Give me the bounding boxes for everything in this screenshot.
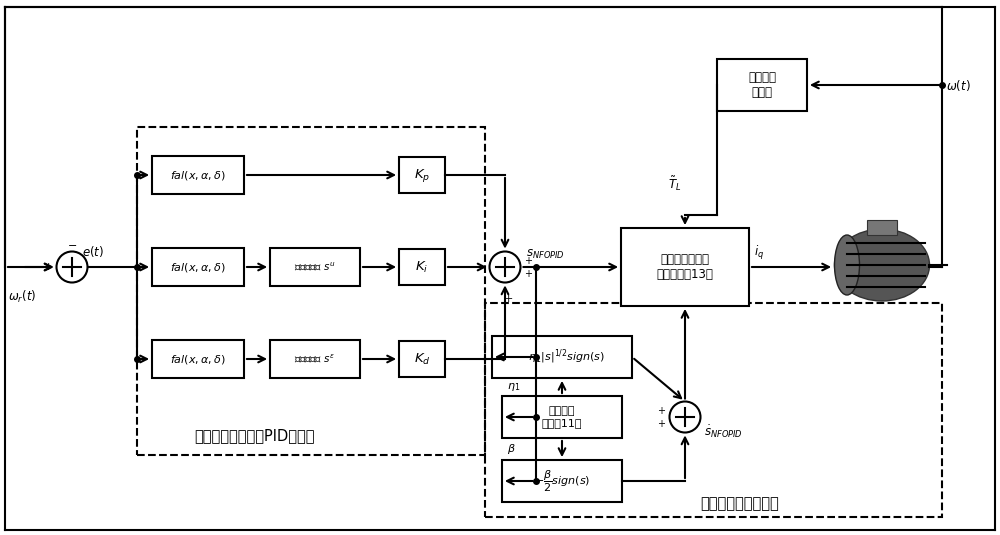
Text: $K_p$: $K_p$ [414,166,430,184]
FancyBboxPatch shape [270,248,360,286]
FancyBboxPatch shape [399,249,445,285]
FancyBboxPatch shape [867,220,897,235]
Text: $+$: $+$ [524,268,533,279]
FancyBboxPatch shape [152,156,244,194]
Circle shape [670,401,700,432]
Text: $K_i$: $K_i$ [415,259,429,274]
FancyBboxPatch shape [152,248,244,286]
Text: $-\eta_1|s|^{1/2}sign(s)$: $-\eta_1|s|^{1/2}sign(s)$ [519,348,605,366]
Ellipse shape [834,235,860,295]
Text: 扩展状态
观测器: 扩展状态 观测器 [748,71,776,99]
FancyBboxPatch shape [399,341,445,377]
Text: $e(t)$: $e(t)$ [82,244,104,259]
Text: 滑模转速控制器
方程（公式13）: 滑模转速控制器 方程（公式13） [657,253,713,281]
Text: $s_{NFOPID}$: $s_{NFOPID}$ [526,248,564,261]
Ellipse shape [834,229,930,301]
Circle shape [56,251,88,282]
FancyBboxPatch shape [270,340,360,378]
Text: $\dot{s}_{NFOPID}$: $\dot{s}_{NFOPID}$ [704,424,743,440]
FancyBboxPatch shape [502,460,622,502]
Text: $K_d$: $K_d$ [414,351,430,366]
Text: $-$: $-$ [67,240,77,249]
Text: $i_q$: $i_q$ [754,244,764,262]
Text: 分数阶积分$\ s^u$: 分数阶积分$\ s^u$ [294,261,336,273]
FancyBboxPatch shape [399,157,445,193]
Text: $-\dfrac{\beta}{2}sign(s)$: $-\dfrac{\beta}{2}sign(s)$ [534,468,590,494]
Text: $+$: $+$ [657,406,666,416]
Text: $+$: $+$ [657,418,666,429]
Text: $+$: $+$ [524,255,533,266]
FancyBboxPatch shape [717,59,807,111]
Text: $fal(x,\alpha,\delta)$: $fal(x,\alpha,\delta)$ [170,261,226,273]
Text: 分数阶微分$\ s^\varepsilon$: 分数阶微分$\ s^\varepsilon$ [294,353,336,365]
FancyBboxPatch shape [492,336,632,378]
Text: 自适应超螺旋趋近律: 自适应超螺旋趋近律 [701,496,779,511]
Text: 新型非线性分数阶PID滑模面: 新型非线性分数阶PID滑模面 [195,428,315,443]
Circle shape [490,251,520,282]
Text: $\eta_1$: $\eta_1$ [507,381,520,393]
Text: $\omega(t)$: $\omega(t)$ [946,78,971,93]
FancyBboxPatch shape [621,228,749,306]
Text: 自适应率
公式（11）: 自适应率 公式（11） [542,406,582,428]
Text: $fal(x,\alpha,\delta)$: $fal(x,\alpha,\delta)$ [170,169,226,181]
Text: $fal(x,\alpha,\delta)$: $fal(x,\alpha,\delta)$ [170,353,226,365]
Text: $+$: $+$ [503,293,513,303]
Text: $\beta$: $\beta$ [507,442,516,456]
FancyBboxPatch shape [152,340,244,378]
Text: $+$: $+$ [43,262,53,272]
Text: $\omega_r(t)$: $\omega_r(t)$ [8,289,36,305]
FancyBboxPatch shape [502,396,622,438]
Text: $\tilde{T}_L$: $\tilde{T}_L$ [668,174,682,193]
